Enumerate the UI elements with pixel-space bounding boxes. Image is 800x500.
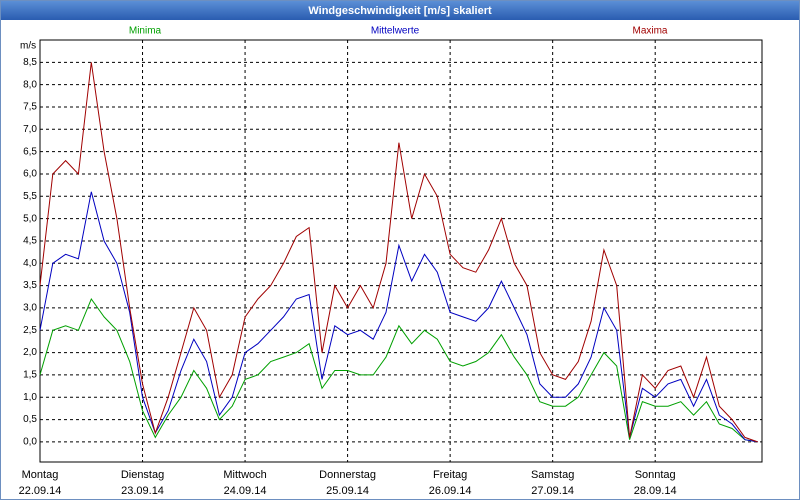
legend-entry: Mittelwerte (371, 26, 420, 37)
x-tick-date: 27.09.14 (531, 485, 574, 497)
y-tick-label: 8,0 (23, 79, 37, 90)
y-tick-label: 4,5 (23, 236, 37, 247)
x-tick-label: Sonntag (635, 469, 676, 481)
data-line (39, 297, 758, 443)
y-tick-label: 1,5 (23, 370, 37, 381)
chart-title: Windgeschwindigkeit [m/s] skaliert (308, 5, 492, 17)
y-tick-label: 7,5 (23, 102, 37, 113)
y-axis-label: m/s (20, 41, 36, 52)
x-tick-label: Freitag (433, 469, 467, 481)
y-tick-label: 0,0 (23, 437, 37, 448)
x-tick-label: Mittwoch (223, 469, 266, 481)
y-tick-label: 1,0 (23, 392, 37, 403)
x-tick-date: 28.09.14 (634, 485, 677, 497)
x-tick-label: Samstag (531, 469, 574, 481)
y-tick-label: 3,0 (23, 303, 37, 314)
x-tick-label: Dienstag (121, 469, 164, 481)
legend-entry: Maxima (632, 26, 667, 37)
y-tick-label: 5,0 (23, 213, 37, 224)
y-tick-label: 2,0 (23, 347, 37, 358)
x-tick-date: 24.09.14 (224, 485, 267, 497)
y-tick-label: 6,0 (23, 169, 37, 180)
y-tick-label: 0,5 (23, 414, 37, 425)
y-tick-label: 2,5 (23, 325, 37, 336)
y-tick-label: 5,5 (23, 191, 37, 202)
x-tick-date: 25.09.14 (326, 485, 369, 497)
y-tick-label: 3,5 (23, 280, 37, 291)
x-tick-date: 22.09.14 (19, 485, 62, 497)
x-tick-date: 26.09.14 (429, 485, 472, 497)
y-tick-label: 8,5 (23, 57, 37, 68)
x-tick-label: Donnerstag (319, 469, 376, 481)
y-tick-label: 7,0 (23, 124, 37, 135)
legend-entry: Minima (129, 26, 162, 37)
x-tick-date: 23.09.14 (121, 485, 164, 497)
data-line (39, 191, 758, 443)
y-tick-label: 4,0 (23, 258, 37, 269)
y-tick-label: 6,5 (23, 146, 37, 157)
x-tick-label: Montag (22, 469, 59, 481)
data-line (39, 62, 758, 443)
title-bar (1, 1, 799, 20)
